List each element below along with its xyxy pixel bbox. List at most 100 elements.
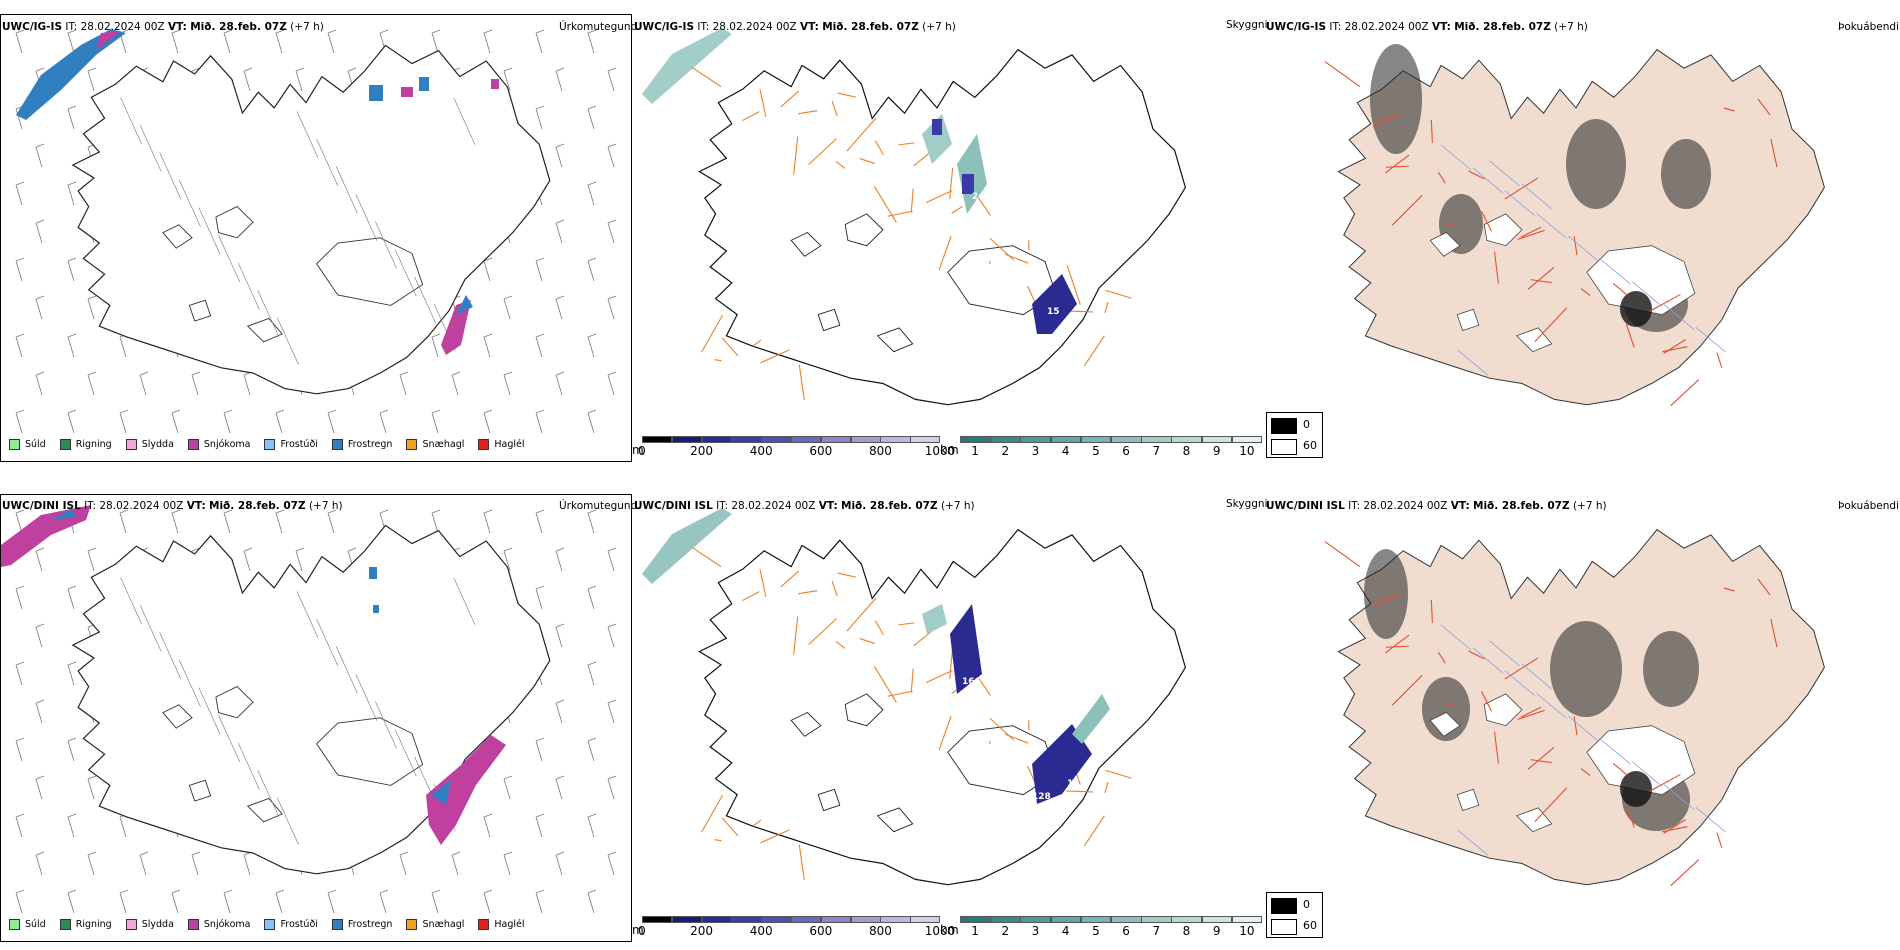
precip-legend-label: Frostregn [347, 439, 393, 450]
visibility-unit-top: km [940, 443, 959, 457]
precip-legend-item: Súld [9, 919, 46, 930]
ceiling-colorbar-segment [880, 916, 911, 923]
ceiling-tick-label: 1000 [924, 924, 956, 938]
visibility-tick-label: 5 [1092, 444, 1100, 458]
precip-map-bottom [1, 505, 617, 914]
fog-legend-label: 60 [1303, 439, 1317, 452]
precip-legend-label: Slydda [141, 439, 174, 450]
visibility-colorbar-segment [990, 916, 1021, 923]
precip-legend-label: Frostúði [280, 919, 318, 930]
ceiling-tick-label: 600 [809, 924, 833, 938]
precip-legend-swatch [478, 439, 490, 450]
fog-legend-top: 0 60 [1266, 412, 1323, 458]
visibility-colorbar-segment [1050, 436, 1082, 443]
ceiling-colorbar-segment [731, 916, 762, 923]
model-header-top-2: UWC/IG-IS IT: 28.02.2024 00Z VT: Mið. 28… [634, 21, 956, 33]
ceiling-colorbar-segment [850, 436, 881, 443]
ceiling-colorbar-segment [820, 916, 852, 923]
precip-legend-swatch [264, 439, 276, 450]
panel-title-visibility-bottom: Skyggni [1226, 498, 1268, 510]
ceiling-colorbar-segment [850, 916, 881, 923]
precip-legend-bottom: Súld Rigning Slydda Snjókoma Frostúði Frostre… [9, 919, 539, 930]
precip-legend-item: Snæhagl [406, 919, 464, 930]
precip-legend-label: Súld [25, 919, 46, 930]
precip-legend-label: Haglél [494, 919, 525, 930]
precip-legend-swatch [406, 919, 418, 930]
ceiling-colorbar-segment [642, 916, 673, 923]
precip-legend-item: Haglél [478, 439, 525, 450]
precip-legend-swatch [125, 919, 137, 930]
visibility-colorbar-segment [1020, 916, 1052, 923]
ceiling-colorbar-segment [701, 916, 732, 923]
visibility-colorbar-segment [1111, 436, 1142, 443]
panel-title-precip-top: Úrkomutegund [559, 21, 638, 33]
precip-legend-item: Frostúði [264, 439, 318, 450]
fog-legend-swatch [1271, 919, 1297, 935]
precip-legend-swatch [9, 919, 20, 930]
precip-legend-label: Frostregn [347, 919, 393, 930]
precip-legend-label: Rigning [75, 919, 112, 930]
visibility-tick-label: 4 [1061, 924, 1070, 938]
ceiling-colorbar-segment [731, 436, 762, 443]
fog-panel-bottom [1266, 494, 1900, 944]
precip-legend-label: Haglél [494, 439, 525, 450]
visibility-tick-label: 10 [1239, 924, 1255, 938]
model-header-bottom-1: UWC/DINI ISL IT: 28.02.2024 00Z VT: Mið.… [2, 500, 343, 512]
visibility-tick-label: 7 [1152, 924, 1161, 938]
precip-legend-swatch [406, 439, 418, 450]
visibility-colorbar-segment [1171, 436, 1203, 443]
ceiling-colorbar-segment [910, 916, 941, 923]
precip-legend-swatch [331, 919, 343, 930]
ceiling-value-label: 166 [962, 677, 981, 687]
ceiling-unit-top: m [632, 443, 644, 457]
precip-legend-item: Haglél [478, 919, 525, 930]
ceiling-tick-label: 200 [690, 444, 714, 458]
precip-legend-item: Snjókoma [187, 439, 251, 450]
precip-legend-item: Frostregn [331, 919, 393, 930]
visibility-colorbar-segment [1171, 916, 1203, 923]
visibility-tick-label: 1 [971, 924, 979, 938]
visibility-tick-label: 8 [1182, 924, 1191, 938]
ceiling-unit-bottom: m [632, 923, 644, 937]
precip-legend-label: Snjókoma [203, 439, 251, 450]
ceiling-visibility-panel-top: 242 109 11 15 [632, 14, 1266, 464]
ceiling-tick-label: 200 [690, 924, 714, 938]
ceiling-colorbar-segment [671, 436, 703, 443]
precip-legend-item: Rigning [59, 919, 112, 930]
precip-legend-label: Frostúði [280, 439, 318, 450]
ceiling-value-label: 11 [1032, 277, 1045, 287]
visibility-tick-label: 2 [1001, 444, 1010, 458]
precip-legend-item: Snjókoma [187, 919, 250, 930]
vis-map-bottom: 166 167 128 152 104 [642, 508, 1187, 886]
panel-title-precip-bottom: Úrkomutegund [559, 500, 638, 512]
ceiling-visibility-panel-bottom: 166 167 128 152 104 [632, 494, 1266, 944]
fog-map-top [1324, 44, 1825, 407]
visibility-tick-label: 4 [1061, 444, 1070, 458]
ceiling-colorbar-segment [642, 436, 673, 443]
visibility-colorbar-segment [1141, 916, 1172, 923]
ceiling-value-label: 15 [1047, 307, 1060, 317]
visibility-tick-label: 2 [1001, 924, 1010, 938]
visibility-tick-label: 3 [1031, 444, 1040, 458]
visibility-tick-label: 1 [971, 444, 979, 458]
visibility-colorbar-segment [1231, 436, 1263, 443]
precip-legend-swatch [478, 919, 490, 930]
ceiling-colorbar-bottom: 0 200 400 600 800 1000 [638, 916, 955, 940]
precip-legend-swatch [264, 919, 276, 930]
model-header-bottom-3: UWC/DINI ISL IT: 28.02.2024 00Z VT: Mið.… [1266, 500, 1607, 512]
precip-legend-swatch [9, 439, 20, 450]
model-header-bottom-2: UWC/DINI ISL IT: 28.02.2024 00Z VT: Mið.… [634, 500, 975, 512]
ceiling-colorbar-segment [671, 916, 703, 923]
fog-legend-swatch [1271, 439, 1297, 455]
visibility-colorbar-segment [1080, 916, 1112, 923]
ceiling-colorbar-segment [910, 436, 941, 443]
precip-legend-label: Rigning [75, 439, 112, 450]
visibility-unit-bottom: km [940, 923, 959, 937]
panel-title-fog-top: Þokuábendi [1838, 21, 1899, 33]
visibility-tick-label: 5 [1092, 924, 1100, 938]
ceiling-colorbar-segment [791, 436, 822, 443]
panel-title-visibility-top: Skyggni [1226, 19, 1268, 31]
precip-legend-item: Rigning [59, 439, 112, 450]
ceiling-tick-label: 0 [638, 444, 646, 458]
visibility-colorbar-segment [1050, 916, 1082, 923]
